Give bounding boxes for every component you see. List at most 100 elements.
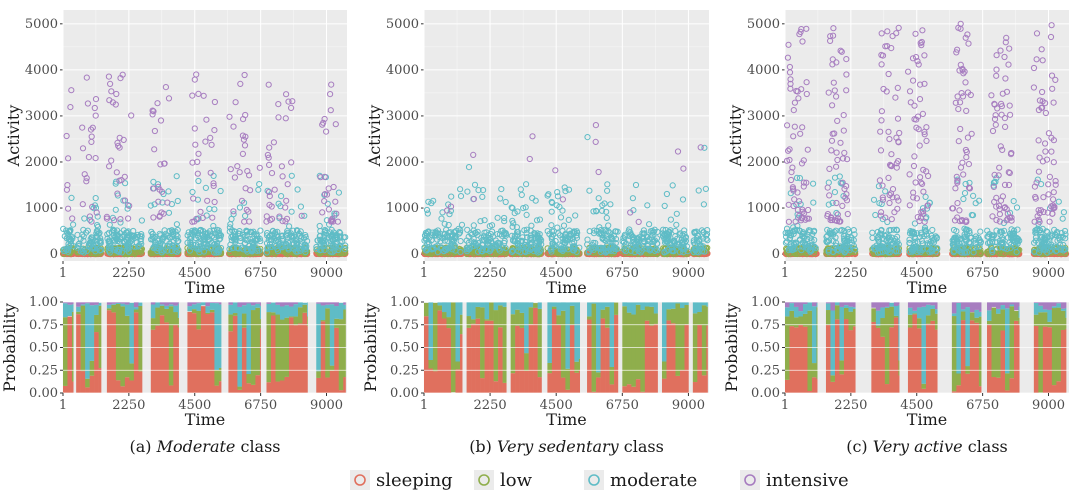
point-moderate bbox=[81, 246, 88, 253]
point-intensive bbox=[89, 124, 96, 131]
segment-low bbox=[177, 317, 179, 328]
point-moderate bbox=[67, 227, 74, 234]
segment-moderate bbox=[320, 305, 326, 321]
point-moderate bbox=[65, 228, 73, 235]
segment-sleeping bbox=[666, 320, 672, 393]
segment-sleeping bbox=[480, 378, 485, 393]
point-intensive bbox=[321, 115, 328, 123]
segment-sleeping bbox=[701, 375, 707, 393]
y-axis-label: Probability bbox=[0, 303, 19, 392]
segment-low bbox=[228, 314, 234, 332]
x-tick-label: 4500 bbox=[178, 266, 211, 281]
segment-sleeping bbox=[578, 370, 581, 393]
point-moderate bbox=[337, 230, 344, 237]
segment-moderate bbox=[255, 303, 261, 308]
point-moderate bbox=[88, 238, 95, 245]
point-intensive bbox=[118, 177, 125, 184]
point-moderate bbox=[301, 241, 308, 248]
point-moderate bbox=[195, 215, 202, 222]
segment-sleeping bbox=[675, 375, 681, 393]
segment-low bbox=[596, 372, 601, 378]
segment-low bbox=[489, 302, 494, 321]
point-intensive bbox=[115, 142, 122, 149]
panel-caption: (b) Very sedentary class bbox=[469, 437, 664, 456]
segment-sleeping bbox=[329, 370, 335, 393]
segment-moderate bbox=[701, 302, 707, 306]
segment-moderate bbox=[334, 306, 340, 319]
point-intensive bbox=[263, 218, 270, 225]
segment-low bbox=[626, 312, 632, 385]
segment-moderate bbox=[515, 302, 520, 310]
point-moderate bbox=[229, 232, 236, 239]
x-axis-label: Time bbox=[185, 410, 225, 429]
point-moderate bbox=[206, 205, 213, 212]
point-moderate bbox=[60, 225, 67, 232]
segment-sleeping bbox=[120, 386, 126, 393]
segment-sleeping bbox=[631, 386, 637, 393]
point-intensive bbox=[79, 201, 86, 208]
segment-moderate bbox=[666, 302, 672, 310]
point-intensive bbox=[242, 111, 249, 119]
y-tick-label: 3000 bbox=[747, 109, 780, 124]
point-moderate bbox=[274, 248, 282, 255]
point-intensive bbox=[189, 218, 196, 225]
point-intensive bbox=[189, 159, 196, 166]
point-intensive bbox=[151, 146, 158, 153]
point-intensive bbox=[230, 123, 237, 130]
segment-sleeping bbox=[288, 317, 294, 393]
segment-moderate bbox=[560, 302, 566, 311]
point-intensive bbox=[230, 208, 237, 215]
point-intensive bbox=[199, 214, 206, 221]
y-tick-label: 0.00 bbox=[390, 386, 419, 401]
segment-low bbox=[640, 309, 646, 392]
segment-sleeping bbox=[71, 381, 74, 393]
segment-moderate bbox=[115, 303, 121, 304]
point-intensive bbox=[155, 198, 162, 205]
segment-sleeping bbox=[159, 315, 165, 393]
x-tick-label: 9000 bbox=[310, 398, 343, 413]
segment-sleeping bbox=[241, 327, 247, 393]
point-intensive bbox=[81, 171, 88, 178]
segment-sleeping bbox=[316, 377, 322, 393]
point-intensive bbox=[334, 218, 341, 225]
segment-sleeping bbox=[684, 324, 689, 393]
y-tick-label: 0.25 bbox=[390, 363, 419, 378]
point-intensive bbox=[91, 104, 98, 112]
segment-intensive bbox=[133, 302, 139, 308]
point-moderate bbox=[129, 235, 136, 242]
segment-low bbox=[159, 305, 165, 316]
segment-low bbox=[510, 314, 516, 374]
point-intensive bbox=[64, 182, 71, 189]
point-intensive bbox=[282, 218, 289, 225]
segment-sleeping bbox=[524, 371, 529, 393]
segment-low bbox=[528, 307, 534, 325]
point-moderate bbox=[173, 221, 180, 228]
segment-moderate bbox=[155, 302, 161, 308]
point-intensive bbox=[150, 108, 157, 115]
segment-low bbox=[441, 312, 447, 319]
segment-low bbox=[129, 363, 135, 381]
segment-intensive bbox=[168, 302, 174, 305]
point-moderate bbox=[327, 248, 334, 255]
point-moderate bbox=[68, 194, 75, 201]
point-moderate bbox=[159, 235, 167, 243]
segment-sleeping bbox=[528, 324, 534, 393]
point-moderate bbox=[136, 242, 143, 249]
segment-sleeping bbox=[279, 380, 285, 393]
point-moderate bbox=[86, 216, 94, 223]
x-tick-label: 2250 bbox=[474, 398, 507, 413]
segment-moderate bbox=[644, 302, 650, 307]
point-intensive bbox=[208, 141, 215, 148]
segment-moderate bbox=[98, 302, 102, 306]
points bbox=[421, 122, 711, 258]
segment-moderate bbox=[631, 302, 637, 315]
segment-sleeping bbox=[432, 371, 438, 393]
segment-low bbox=[428, 360, 434, 369]
segment-sleeping bbox=[622, 386, 628, 393]
y-tick-label: 1.00 bbox=[29, 295, 58, 310]
segment-low bbox=[302, 304, 308, 313]
segment-low bbox=[547, 362, 553, 374]
segment-low bbox=[71, 311, 74, 382]
point-intensive bbox=[264, 151, 271, 159]
segment-sleeping bbox=[626, 384, 632, 393]
